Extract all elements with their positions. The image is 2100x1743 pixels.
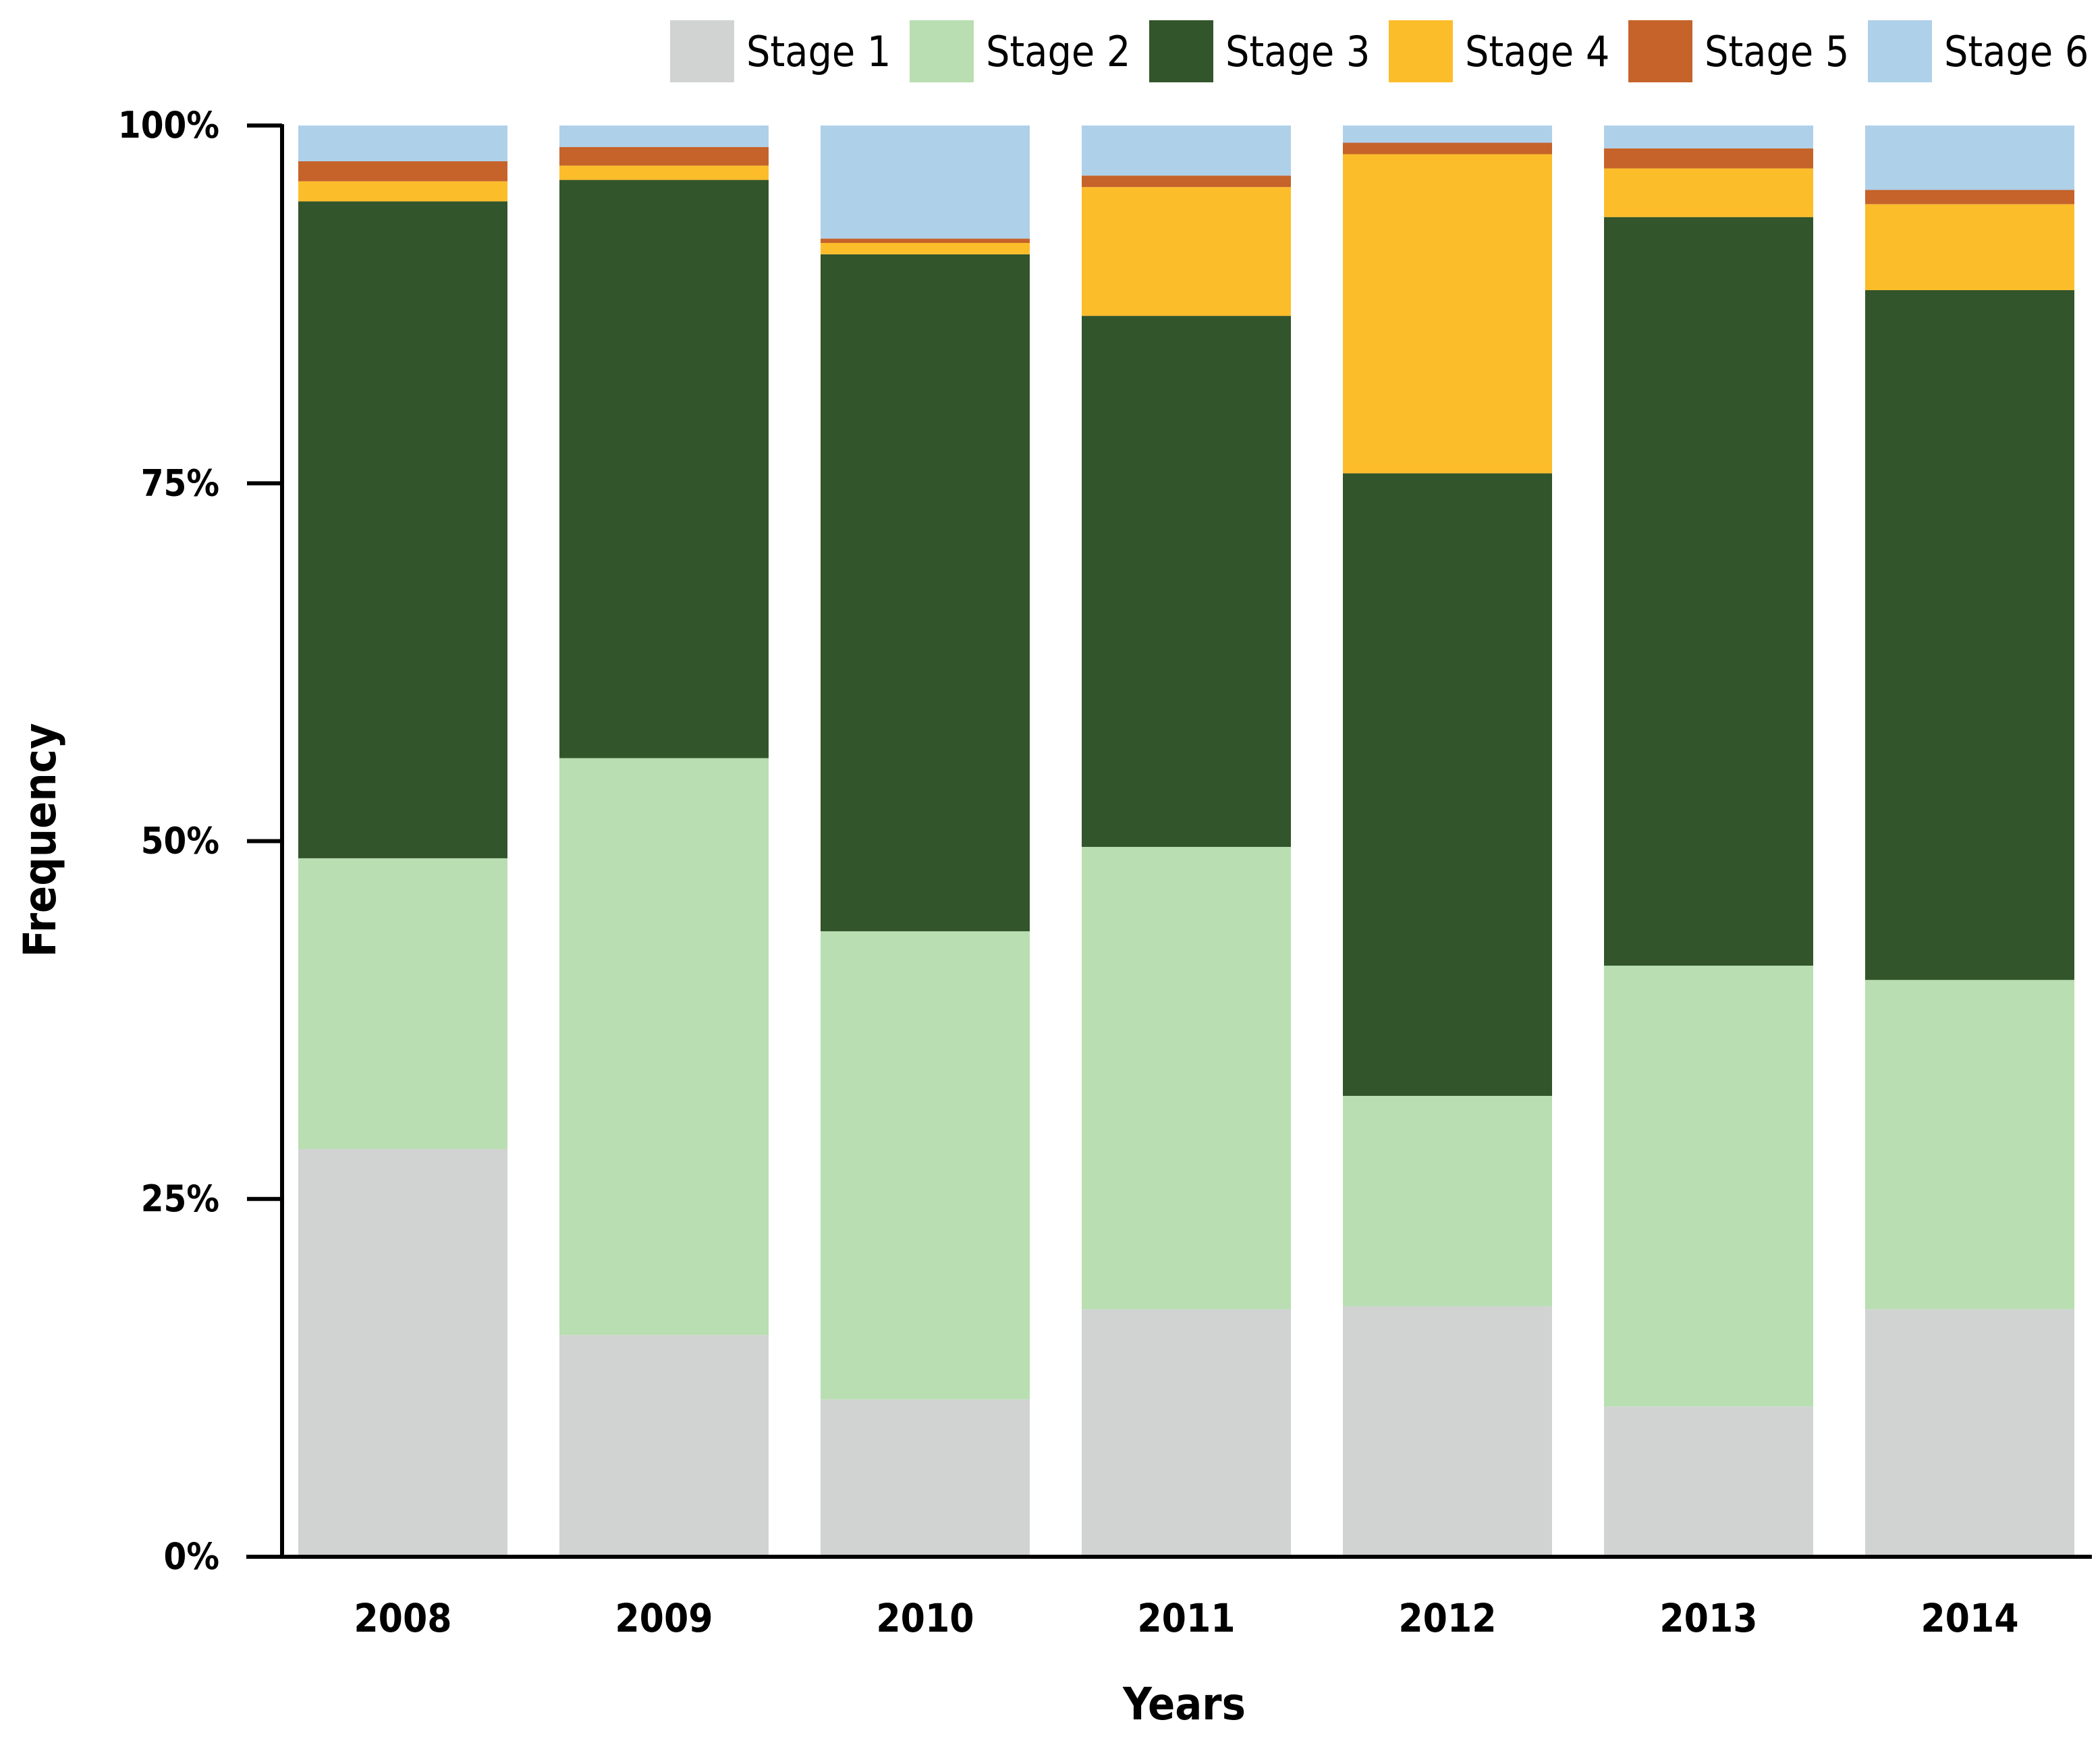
legend-label: Stage 5 (1705, 27, 1849, 76)
legend-label: Stage 2 (986, 27, 1130, 76)
bar-2008-stage-3 (298, 201, 507, 858)
bar-2009-stage-6 (559, 126, 769, 147)
x-tick-label: 2012 (1398, 1595, 1496, 1641)
bar-2014-stage-6 (1865, 126, 2074, 190)
bar-2012-stage-1 (1343, 1306, 1552, 1557)
bar-2009-stage-4 (559, 165, 769, 180)
bar-2010-stage-1 (821, 1399, 1030, 1557)
bar-2009-stage-3 (559, 179, 769, 758)
bars-group (298, 126, 2074, 1557)
legend-item: Stage 5 (1628, 20, 1849, 82)
bar-2011-stage-4 (1082, 187, 1291, 316)
bar-2014-stage-3 (1865, 289, 2074, 980)
bar-2010-stage-6 (821, 126, 1030, 239)
bar-2013-stage-3 (1604, 217, 1813, 966)
y-tick-label: 25% (141, 1178, 219, 1220)
legend: Stage 1 Stage 2 Stage 3 Stage 4 Stage 5 Stage… (670, 20, 2089, 82)
bar-2014-stage-4 (1865, 204, 2074, 290)
legend-item: Stage 6 (1868, 20, 2089, 82)
legend-swatch (1868, 20, 1932, 82)
y-tick-label: 75% (141, 462, 219, 504)
legend-item: Stage 3 (1149, 20, 1370, 82)
bar-2013-stage-6 (1604, 126, 1813, 148)
bar-2011-stage-3 (1082, 316, 1291, 848)
y-tick-label: 100% (118, 104, 219, 146)
y-axis-title: Frequency (14, 723, 66, 957)
legend-item: Stage 1 (670, 20, 891, 82)
legend-label: Stage 6 (1944, 27, 2089, 76)
bar-2010-stage-4 (821, 242, 1030, 254)
legend-swatch (1628, 20, 1692, 82)
bar-2013-stage-4 (1604, 168, 1813, 217)
bar-2008-stage-6 (298, 126, 507, 161)
bar-2012-stage-6 (1343, 126, 1552, 143)
legend-item: Stage 2 (910, 20, 1130, 82)
x-tick-label: 2008 (354, 1595, 451, 1641)
bar-2013-stage-1 (1604, 1406, 1813, 1557)
bar-2012-stage-3 (1343, 473, 1552, 1096)
bar-2012-stage-4 (1343, 154, 1552, 474)
bar-2010-stage-5 (821, 238, 1030, 243)
bar-2009-stage-1 (559, 1335, 769, 1557)
y-tick-label: 0% (164, 1535, 219, 1578)
bar-2008-stage-4 (298, 181, 507, 202)
bar-2013-stage-2 (1604, 966, 1813, 1407)
legend-label: Stage 1 (746, 27, 891, 76)
legend-swatch (670, 20, 734, 82)
legend-swatch (1389, 20, 1453, 82)
bar-2011-stage-5 (1082, 175, 1291, 188)
bar-2011-stage-2 (1082, 847, 1291, 1310)
bar-2014-stage-1 (1865, 1309, 2074, 1557)
legend-label: Stage 3 (1225, 27, 1370, 76)
bar-2011-stage-6 (1082, 126, 1291, 176)
x-tick-label: 2011 (1137, 1595, 1235, 1641)
bar-2010-stage-2 (821, 931, 1030, 1400)
bar-2008-stage-5 (298, 161, 507, 182)
legend-swatch (910, 20, 974, 82)
bar-2009-stage-2 (559, 758, 769, 1335)
legend-label: Stage 4 (1465, 27, 1609, 76)
x-tick-label: 2010 (876, 1595, 974, 1641)
y-tick-label: 50% (141, 820, 219, 862)
bar-2012-stage-2 (1343, 1096, 1552, 1306)
x-tick-label: 2013 (1659, 1595, 1757, 1641)
bar-2014-stage-2 (1865, 980, 2074, 1309)
bar-2013-stage-5 (1604, 148, 1813, 169)
x-labels-group: 2008 2009 2010 2011 2012 2013 2014 (354, 1595, 2018, 1641)
bar-2011-stage-1 (1082, 1309, 1291, 1557)
bar-2008-stage-1 (298, 1149, 507, 1557)
bar-2010-stage-3 (821, 254, 1030, 932)
legend-swatch (1149, 20, 1213, 82)
y-ticks-group: 0% 25% 50% 75% 100% (118, 104, 282, 1578)
bar-2014-stage-5 (1865, 190, 2074, 204)
x-tick-label: 2014 (1921, 1595, 2018, 1641)
legend-item: Stage 4 (1389, 20, 1609, 82)
bar-2009-stage-5 (559, 146, 769, 166)
bar-2008-stage-2 (298, 858, 507, 1149)
x-tick-label: 2009 (615, 1595, 713, 1641)
x-axis-title: Years (1122, 1678, 1246, 1730)
bar-2012-stage-5 (1343, 142, 1552, 155)
